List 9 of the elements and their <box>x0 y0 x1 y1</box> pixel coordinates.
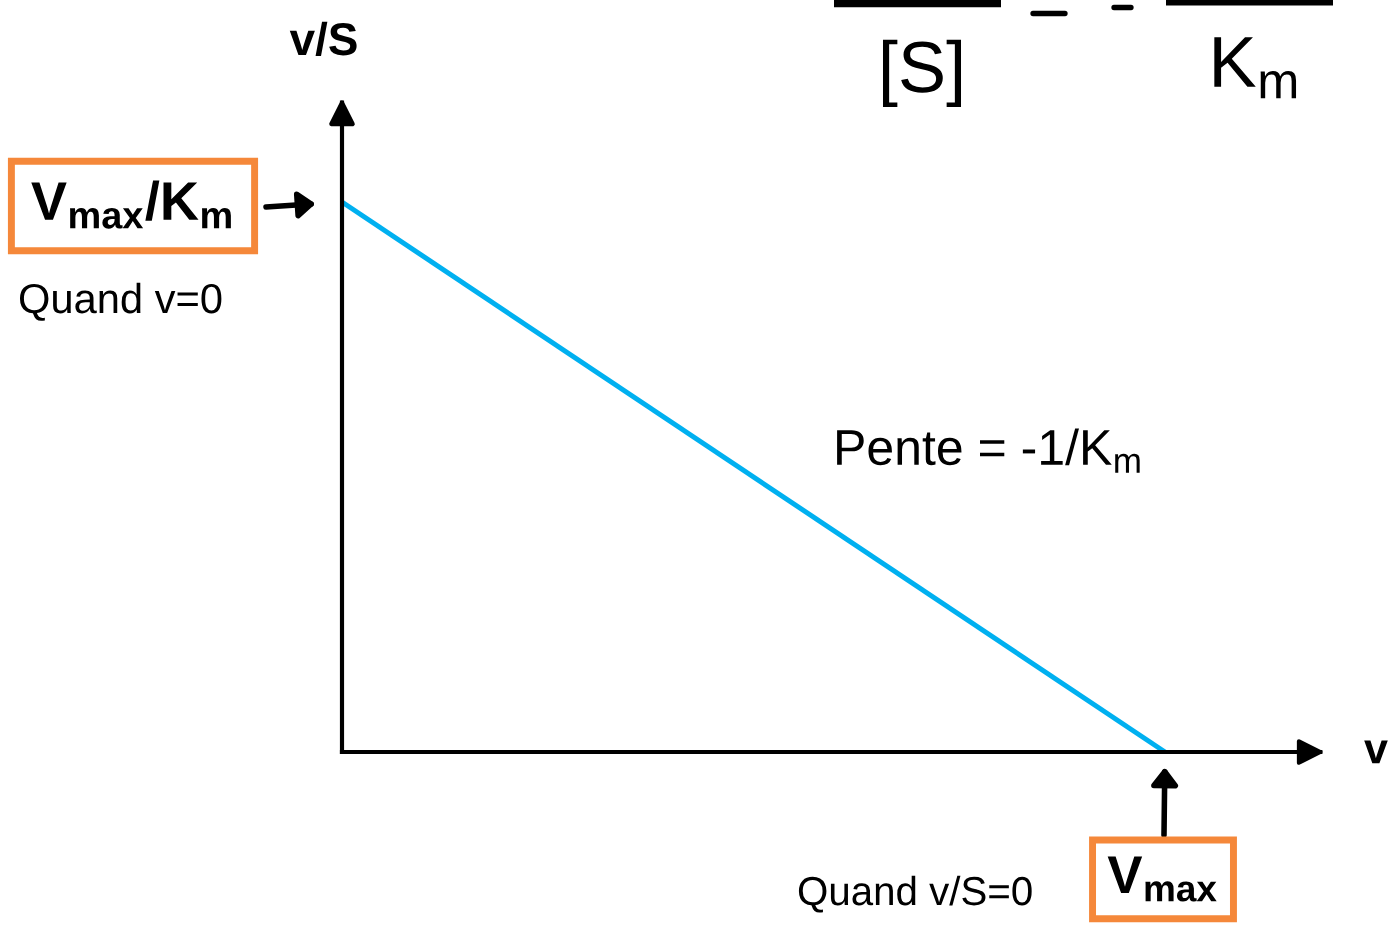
annotation: Quand v=0 <box>19 282 222 321</box>
x-axis-title: v <box>1364 740 1388 764</box>
text: Quand v/S=0 <box>798 875 1032 913</box>
y-axis-title: v/S <box>289 21 357 56</box>
text: K$_{m}$ <box>1214 37 1297 99</box>
annotation: Pente = -1/K$_{m}$ <box>837 428 1140 473</box>
text: [S] <box>882 39 961 107</box>
text: V$_{max}$ <box>1107 856 1217 902</box>
annotation: V$_{max}$/K$_{m}$ <box>31 180 231 229</box>
